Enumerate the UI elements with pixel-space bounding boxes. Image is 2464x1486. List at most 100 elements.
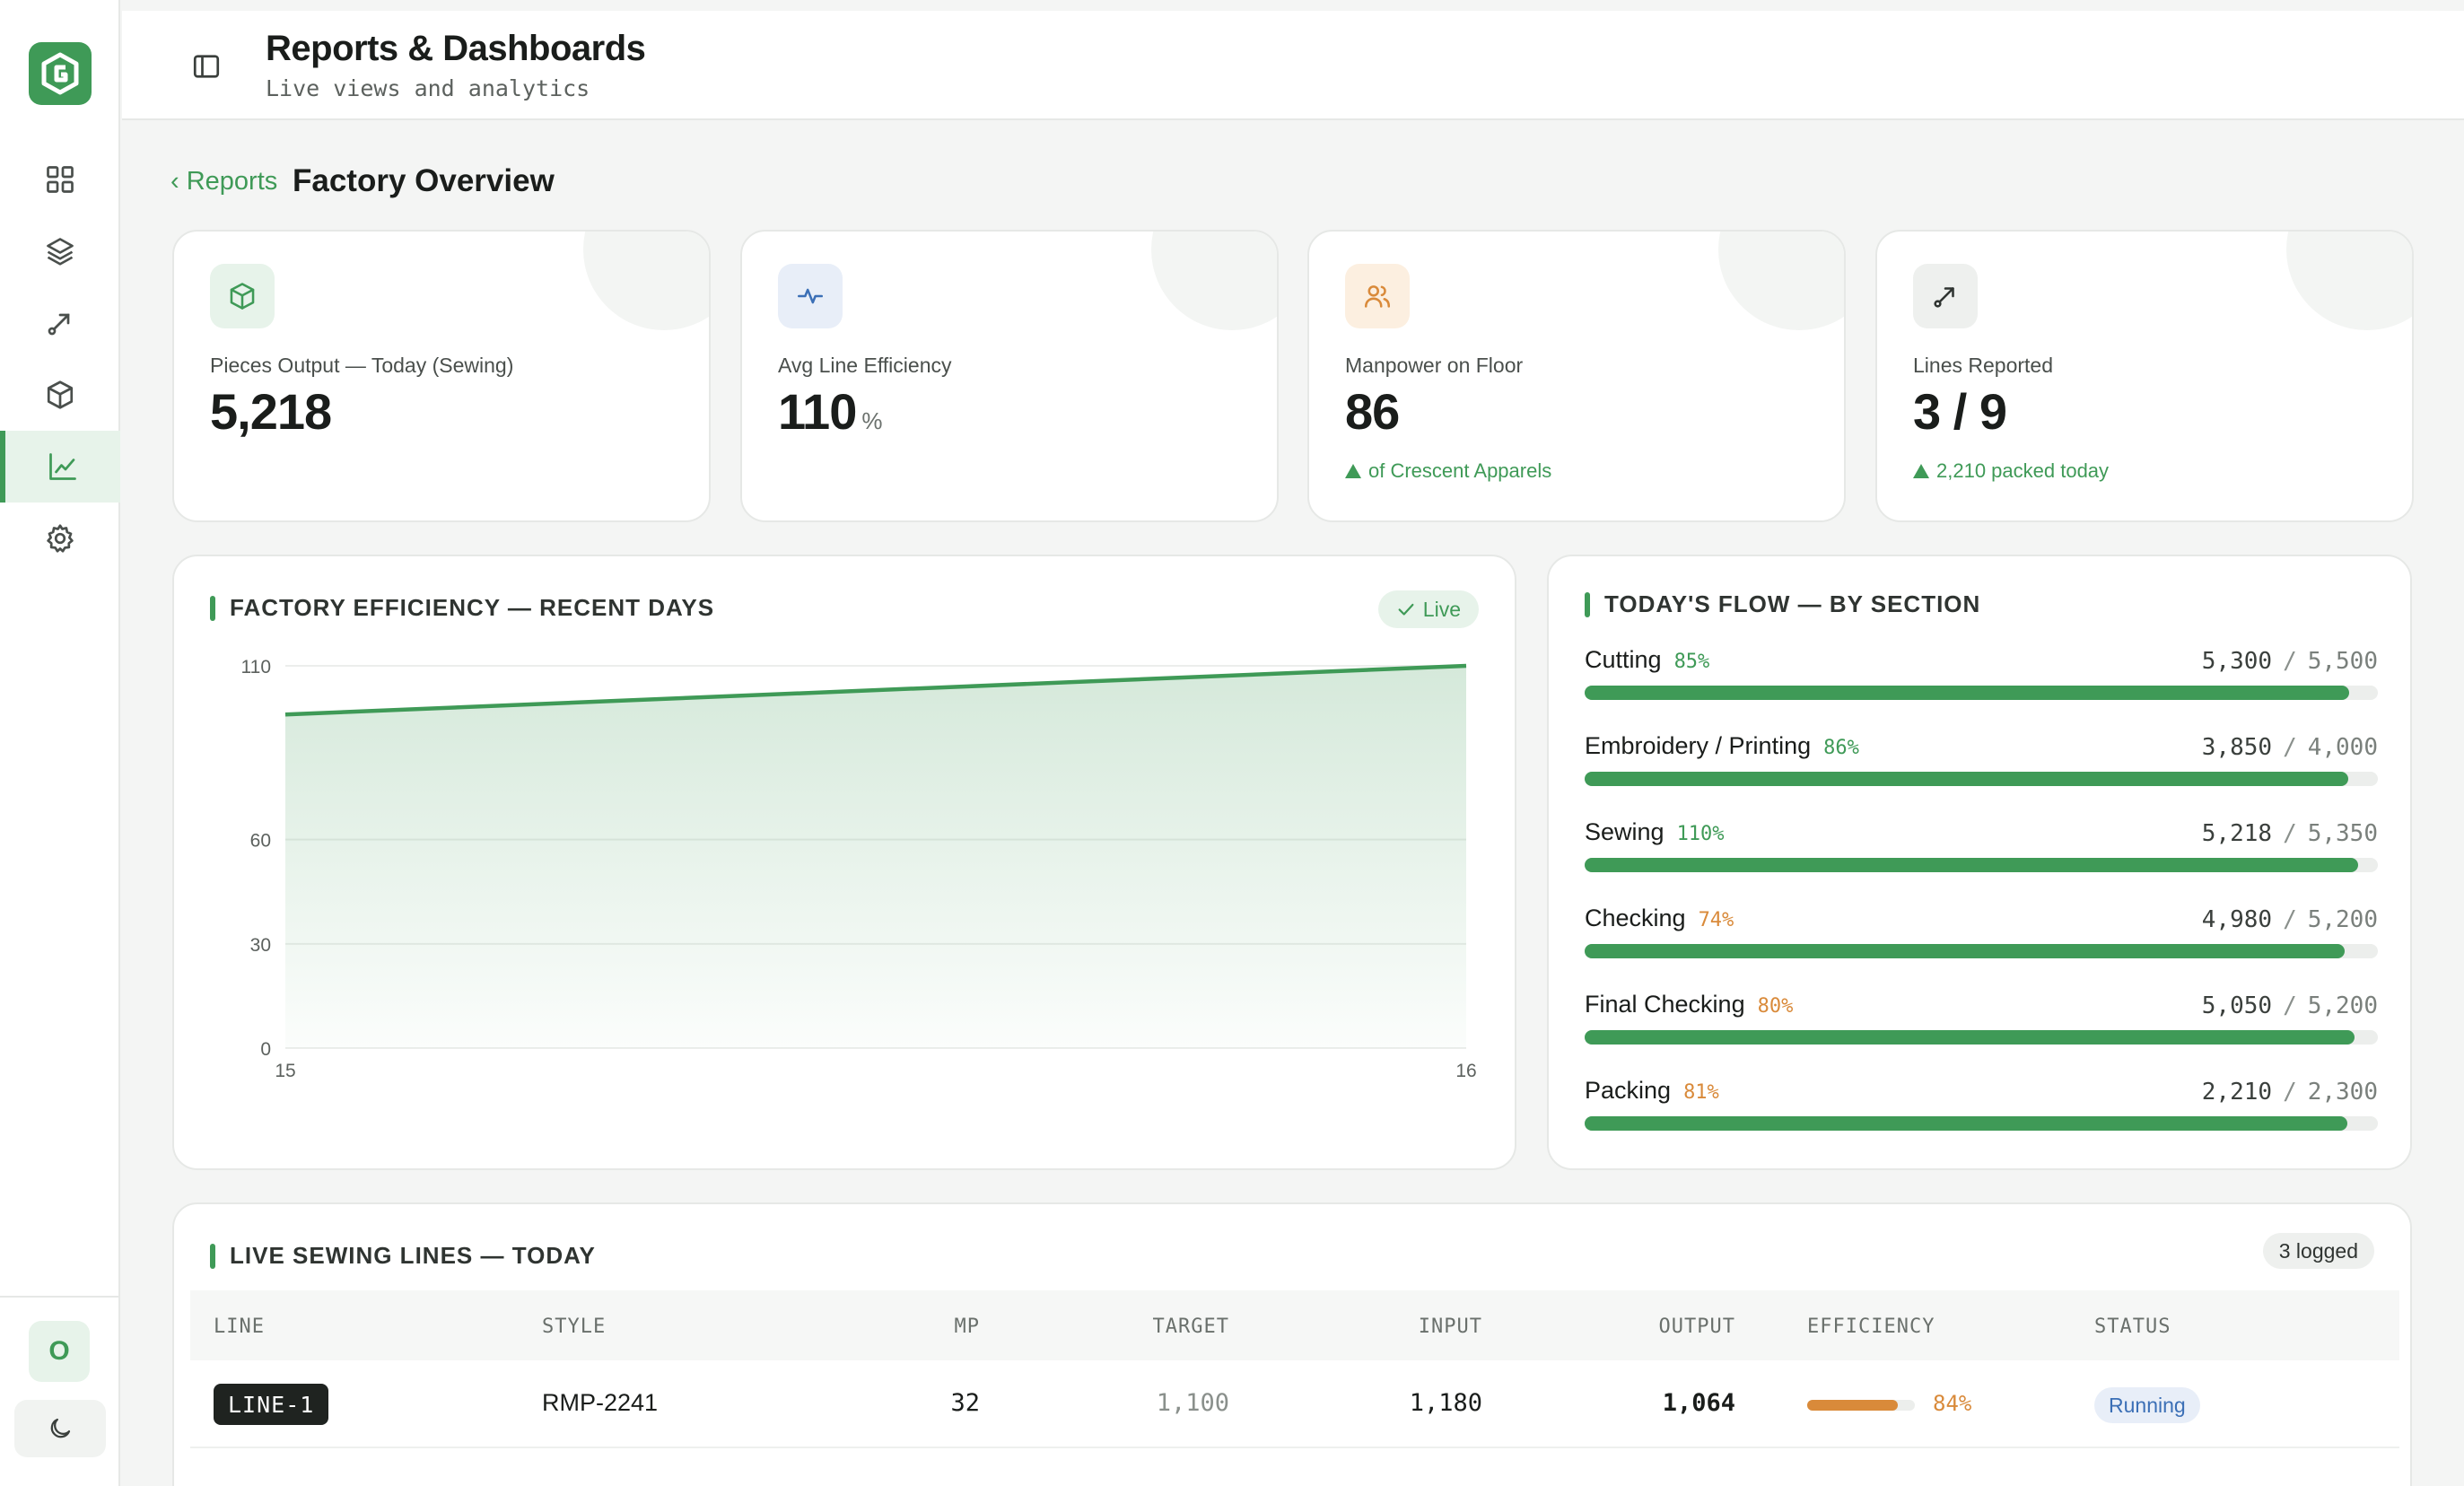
efficiency-area [285, 666, 1466, 1048]
flow-actual: 5,300 [2201, 648, 2273, 675]
table-row[interactable]: LINE-1 RMP-2241 32 1,100 1,180 1,064 84% Runnin… [190, 1362, 2399, 1448]
stat-icon-badge [210, 264, 275, 328]
stat-unit: % [861, 407, 882, 434]
flow-percent: 85% [1673, 651, 1710, 673]
live-badge: Live [1377, 590, 1479, 628]
gear-icon [47, 524, 74, 553]
flow-separator: / [2283, 906, 2297, 933]
theme-toggle-button[interactable] [14, 1400, 106, 1457]
stat-value: 86 [1345, 382, 1400, 441]
stat-foot: of Crescent Apparels [1345, 459, 1551, 483]
output-cell: 1,064 [1662, 1389, 1735, 1417]
users-icon [1364, 285, 1391, 308]
flow-separator: / [2283, 734, 2297, 761]
flow-target: 5,200 [2307, 906, 2378, 933]
y-tick-label: 0 [260, 1039, 271, 1060]
column-header[interactable]: STYLE [542, 1316, 607, 1338]
input-cell: 1,180 [1409, 1389, 1482, 1417]
page-title: Reports & Dashboards [266, 29, 646, 68]
flow-actual: 5,218 [2201, 820, 2273, 847]
column-header[interactable]: OUTPUT [1658, 1316, 1735, 1338]
style-cell: RMP-2241 [542, 1389, 659, 1416]
flow-section-name: Final Checking 80% [1585, 991, 1793, 1018]
efficiency-bar-track [1807, 1400, 1915, 1411]
page-subtitle: Live views and analytics [266, 75, 590, 101]
stat-foot: 2,210 packed today [1913, 459, 2109, 483]
flow-value: 3,850 / 4,000 [2202, 734, 2378, 761]
sidebar-toggle-button[interactable] [190, 50, 223, 83]
flow-section-name: Checking 74% [1585, 905, 1734, 932]
cube-icon [230, 283, 255, 310]
flow-section-label: Embroidery / Printing [1585, 732, 1812, 759]
flow-value: 5,218 / 5,350 [2202, 820, 2378, 847]
x-tick-label: 15 [275, 1061, 295, 1081]
efficiency-bar-fill [1807, 1400, 1898, 1411]
flow-value: 4,980 / 5,200 [2202, 906, 2378, 933]
flow-section-name: Embroidery / Printing 86% [1585, 732, 1859, 760]
flow-target: 2,300 [2307, 1079, 2378, 1106]
stat-number: 5,218 [210, 383, 332, 440]
flow-progress-fill [1585, 772, 2349, 786]
stat-number: 86 [1345, 383, 1400, 440]
flow-actual: 2,210 [2201, 1079, 2273, 1106]
stat-foot-text: 2,210 packed today [1936, 459, 2110, 482]
efficiency-line [284, 663, 1467, 717]
flow-section-label: Final Checking [1585, 991, 1745, 1018]
grid-icon [47, 166, 74, 193]
flow-separator: / [2283, 820, 2297, 847]
breadcrumb-reports-link[interactable]: ‹ Reports [170, 167, 278, 196]
line-chart-icon [49, 453, 76, 480]
stat-icon-badge [1345, 264, 1410, 328]
nav-reports[interactable] [0, 431, 120, 503]
flow-section-label: Sewing [1585, 818, 1665, 845]
flow-row: Sewing 110% 5,218 / 5,350 [1585, 818, 2378, 894]
moon-icon [50, 1418, 71, 1438]
stat-label: Manpower on Floor [1345, 354, 1524, 377]
trend-up-icon [1913, 464, 1929, 478]
flow-by-section-card: TODAY'S FLOW — BY SECTION Cutting 85% 5,30… [1547, 555, 2412, 1170]
column-header[interactable]: MP [954, 1316, 980, 1338]
sidebar: O [0, 0, 120, 1486]
nav-dashboard[interactable] [0, 144, 120, 215]
flow-percent: 110% [1676, 823, 1725, 845]
column-header[interactable]: INPUT [1418, 1316, 1482, 1338]
top-header: Reports & Dashboards Live views and anal… [122, 11, 2464, 120]
flow-value: 2,210 / 2,300 [2202, 1079, 2378, 1106]
column-header[interactable]: EFFICIENCY [1807, 1316, 1935, 1338]
nav-layers[interactable] [0, 215, 120, 287]
x-tick-label: 16 [1455, 1061, 1476, 1081]
live-label: Live [1422, 597, 1461, 621]
logged-count-badge: 3 logged [2262, 1233, 2374, 1269]
app-logo[interactable] [29, 42, 92, 105]
flow-progress-fill [1585, 944, 2345, 958]
nav-flow[interactable] [0, 287, 120, 359]
nav-settings[interactable] [0, 503, 120, 574]
flow-row: Checking 74% 4,980 / 5,200 [1585, 905, 2378, 980]
flow-section-name: Cutting 85% [1585, 646, 1709, 674]
line-chip[interactable]: LINE-1 [214, 1384, 329, 1425]
efficiency-cell: 84% [1933, 1391, 1972, 1416]
flow-separator: / [2283, 1079, 2297, 1106]
flow-progress-fill [1585, 1116, 2347, 1131]
breadcrumb-current: Factory Overview [293, 163, 555, 198]
stat-label: Avg Line Efficiency [778, 354, 952, 377]
column-header[interactable]: STATUS [2094, 1316, 2171, 1338]
nav-inventory[interactable] [0, 359, 120, 431]
flow-progress-track [1585, 944, 2378, 958]
flow-row: Embroidery / Printing 86% 3,850 / 4,000 [1585, 732, 2378, 808]
logo-mark-icon [41, 52, 79, 95]
panel-left-icon [193, 55, 220, 78]
efficiency-chart-card: FACTORY EFFICIENCY — RECENT DAYS Live 0 3… [172, 555, 1516, 1170]
flow-row: Final Checking 80% 5,050 / 5,200 [1585, 991, 2378, 1066]
flow-progress-fill [1585, 858, 2358, 872]
live-sewing-lines-card: LIVE SEWING LINES — TODAY 3 logged LINE S… [172, 1202, 2412, 1486]
user-avatar[interactable]: O [29, 1321, 90, 1382]
stat-card: Manpower on Floor 86 of Crescent Apparels [1307, 230, 1846, 522]
flow-progress-track [1585, 1030, 2378, 1045]
column-header[interactable]: LINE [214, 1316, 265, 1338]
stat-card: Avg Line Efficiency 110% [740, 230, 1279, 522]
y-tick-label: 110 [241, 657, 271, 677]
column-header[interactable]: TARGET [1152, 1316, 1229, 1338]
trend-up-icon [1345, 464, 1361, 478]
stat-value: 5,218 [210, 382, 332, 441]
